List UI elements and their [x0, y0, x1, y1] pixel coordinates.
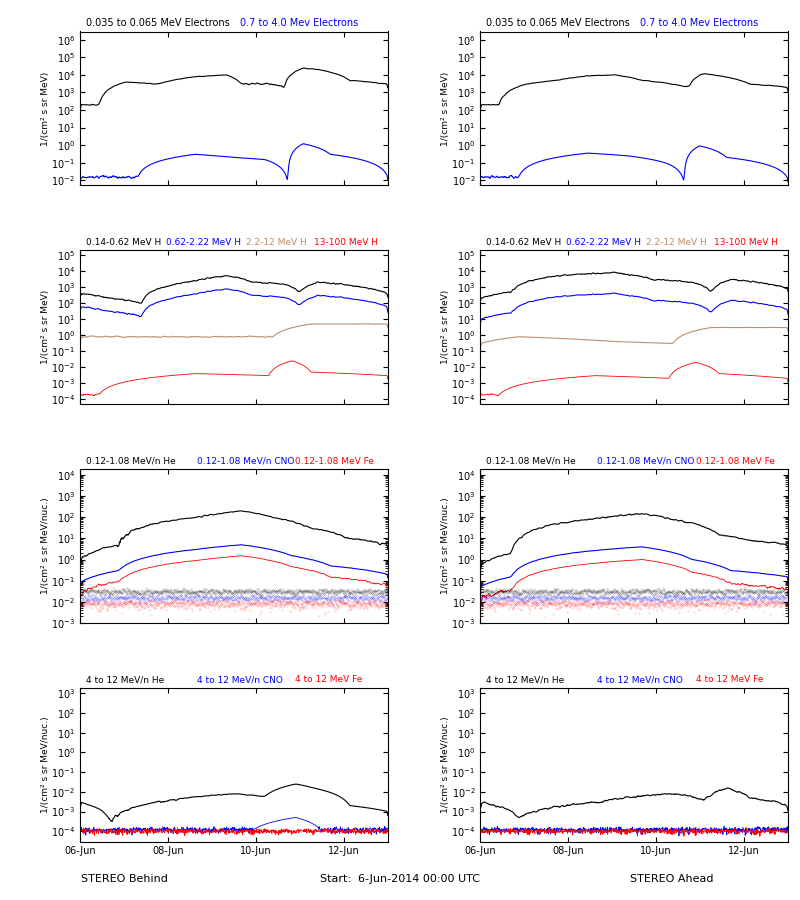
Text: 0.12-1.08 MeV/n CNO: 0.12-1.08 MeV/n CNO — [597, 457, 694, 466]
Text: 4 to 12 MeV/n He: 4 to 12 MeV/n He — [486, 675, 565, 684]
Text: 0.12-1.08 MeV Fe: 0.12-1.08 MeV Fe — [696, 457, 774, 466]
Text: 0.035 to 0.065 MeV Electrons: 0.035 to 0.065 MeV Electrons — [86, 18, 230, 29]
Text: 4 to 12 MeV Fe: 4 to 12 MeV Fe — [696, 675, 763, 684]
Text: 0.12-1.08 MeV Fe: 0.12-1.08 MeV Fe — [295, 457, 374, 466]
Text: 0.14-0.62 MeV H: 0.14-0.62 MeV H — [486, 238, 562, 248]
Text: 0.7 to 4.0 Mev Electrons: 0.7 to 4.0 Mev Electrons — [240, 18, 358, 29]
Text: 2.2-12 MeV H: 2.2-12 MeV H — [246, 238, 307, 248]
Text: 0.035 to 0.065 MeV Electrons: 0.035 to 0.065 MeV Electrons — [486, 18, 630, 29]
Y-axis label: 1/(cm² s sr MeV/nuc.): 1/(cm² s sr MeV/nuc.) — [441, 716, 450, 813]
Text: STEREO Behind: STEREO Behind — [81, 874, 167, 884]
Text: 0.7 to 4.0 Mev Electrons: 0.7 to 4.0 Mev Electrons — [640, 18, 758, 29]
Text: 0.12-1.08 MeV/n He: 0.12-1.08 MeV/n He — [486, 457, 576, 466]
Text: 0.12-1.08 MeV/n He: 0.12-1.08 MeV/n He — [86, 457, 176, 466]
Text: 4 to 12 MeV/n CNO: 4 to 12 MeV/n CNO — [197, 675, 283, 684]
Text: 4 to 12 MeV/n He: 4 to 12 MeV/n He — [86, 675, 165, 684]
Text: Start:  6-Jun-2014 00:00 UTC: Start: 6-Jun-2014 00:00 UTC — [320, 874, 480, 884]
Y-axis label: 1/(cm² s sr MeV): 1/(cm² s sr MeV) — [41, 290, 50, 364]
Text: 0.62-2.22 MeV H: 0.62-2.22 MeV H — [166, 238, 241, 248]
Y-axis label: 1/(cm² s sr MeV): 1/(cm² s sr MeV) — [41, 71, 50, 146]
Text: 13-100 MeV H: 13-100 MeV H — [714, 238, 778, 248]
Text: 2.2-12 MeV H: 2.2-12 MeV H — [646, 238, 707, 248]
Text: 0.12-1.08 MeV/n CNO: 0.12-1.08 MeV/n CNO — [197, 457, 294, 466]
Text: 0.62-2.22 MeV H: 0.62-2.22 MeV H — [566, 238, 642, 248]
Y-axis label: 1/(cm² s sr MeV): 1/(cm² s sr MeV) — [441, 71, 450, 146]
Text: STEREO Ahead: STEREO Ahead — [630, 874, 714, 884]
Y-axis label: 1/(cm² s sr MeV): 1/(cm² s sr MeV) — [441, 290, 450, 364]
Y-axis label: 1/(cm² s sr MeV/nuc.): 1/(cm² s sr MeV/nuc.) — [41, 498, 50, 594]
Text: 13-100 MeV H: 13-100 MeV H — [314, 238, 378, 248]
Text: 4 to 12 MeV/n CNO: 4 to 12 MeV/n CNO — [597, 675, 683, 684]
Text: 4 to 12 MeV Fe: 4 to 12 MeV Fe — [295, 675, 363, 684]
Y-axis label: 1/(cm² s sr MeV/nuc.): 1/(cm² s sr MeV/nuc.) — [441, 498, 450, 594]
Y-axis label: 1/(cm² s sr MeV/nuc.): 1/(cm² s sr MeV/nuc.) — [41, 716, 50, 813]
Text: 0.14-0.62 MeV H: 0.14-0.62 MeV H — [86, 238, 162, 248]
